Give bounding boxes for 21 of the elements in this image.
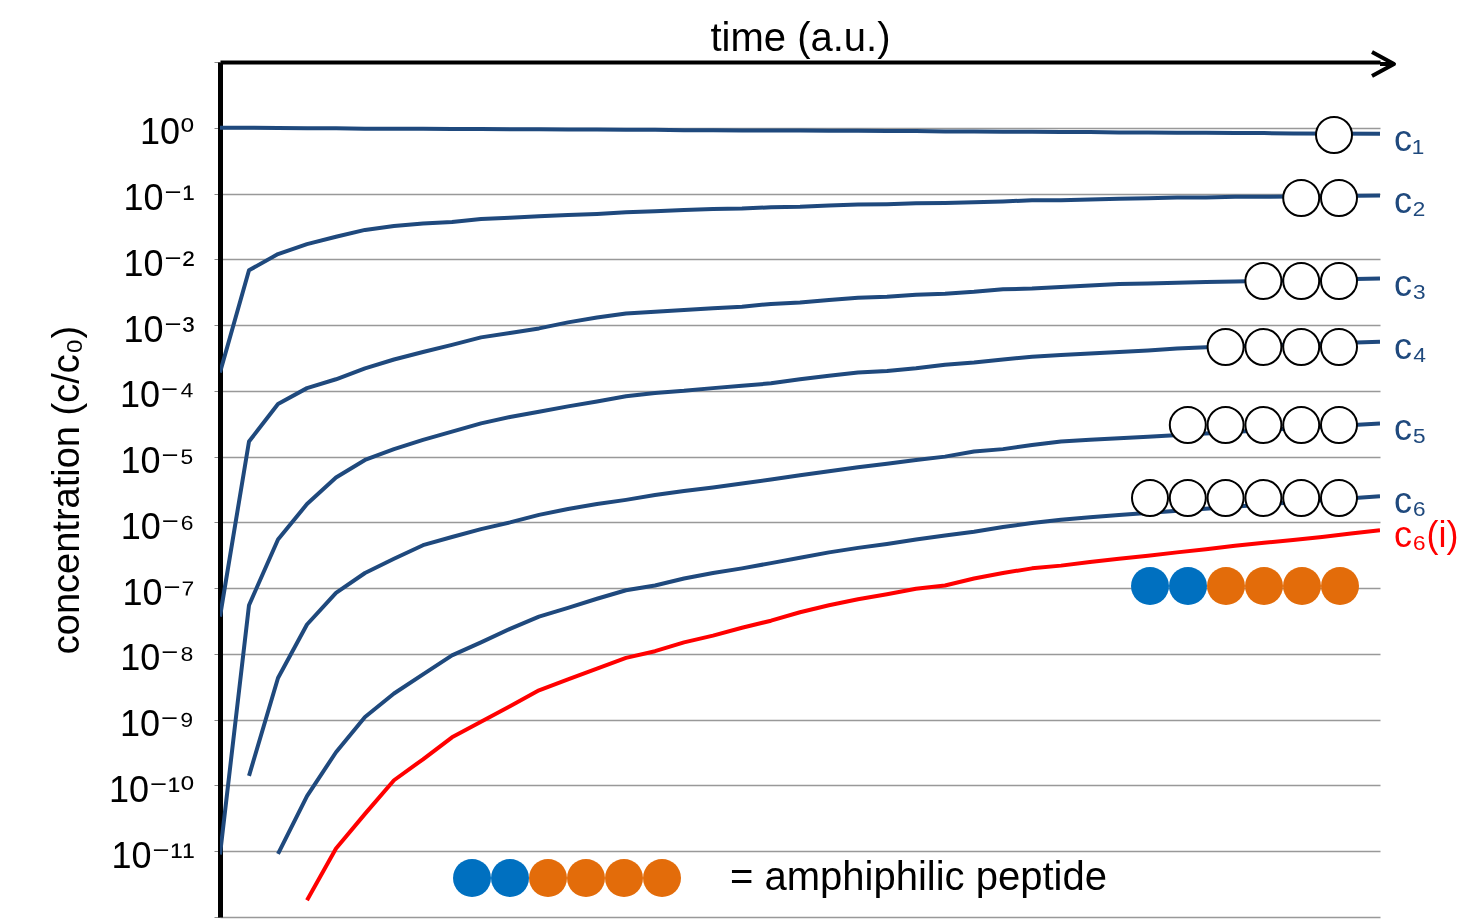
y-tick-label: 10⁻¹¹: [111, 834, 195, 876]
y-tick-label: 10⁻⁶: [120, 505, 195, 547]
y-tick-label: 10⁻¹⁰: [109, 768, 195, 810]
y-tick-label: 10⁻⁷: [122, 571, 195, 613]
y-tick-label: 10⁻¹: [123, 177, 195, 219]
series-label: c₁: [1394, 117, 1425, 159]
series-label: c₅: [1394, 407, 1427, 449]
y-tick-label: 10⁻⁸: [120, 637, 195, 679]
y-tick-label: 10⁻⁴: [119, 374, 195, 416]
y-tick-label: 10⁻⁵: [120, 440, 195, 482]
annotation: = amphiphilic peptide: [730, 854, 1107, 898]
y-tick-label: 10⁻²: [123, 242, 195, 284]
series-label: c₄: [1394, 325, 1427, 367]
y-axis-title: concentration (c/c₀): [45, 325, 88, 655]
y-tick-label: 10⁰: [140, 111, 195, 153]
series-label: c₆: [1394, 480, 1427, 522]
y-tick-label: 10⁻⁹: [120, 703, 195, 745]
series-label: c₃: [1394, 262, 1427, 304]
series-label: c₂: [1394, 179, 1426, 221]
x-axis-title: time (a.u.): [710, 14, 891, 59]
y-tick-label: 10⁻³: [123, 308, 195, 350]
